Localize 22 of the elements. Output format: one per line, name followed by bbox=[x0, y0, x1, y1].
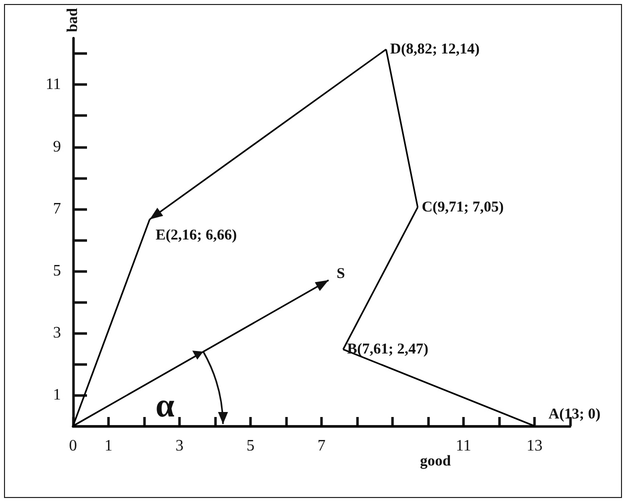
data-label: C(9,71; 7,05) bbox=[422, 199, 504, 216]
x-tick-label: 5 bbox=[246, 438, 254, 454]
x-tick-label: 13 bbox=[526, 438, 542, 454]
x-axis-title: good bbox=[420, 454, 452, 470]
x-tick-label: 7 bbox=[318, 438, 326, 454]
y-tick-label: 7 bbox=[53, 200, 61, 218]
y-tick-label: 11 bbox=[46, 76, 61, 94]
data-label: A(13; 0) bbox=[548, 406, 601, 422]
y-tick-label: 5 bbox=[53, 262, 61, 280]
x-tick-label: 11 bbox=[456, 438, 472, 454]
data-label: B(7,61; 2,47) bbox=[347, 341, 428, 358]
y-axis-title: bad bbox=[65, 7, 81, 32]
data-label: D(8,82; 12,14) bbox=[390, 41, 480, 58]
y-tick-label: 3 bbox=[53, 324, 61, 342]
data-label: S bbox=[336, 266, 345, 282]
x-tick-label: 3 bbox=[176, 438, 184, 454]
y-tick-label: 1 bbox=[53, 386, 61, 404]
annotation: α bbox=[156, 388, 175, 424]
x-tick-label: 1 bbox=[104, 438, 112, 454]
data-label: E(2,16; 6,66) bbox=[156, 227, 237, 244]
x-tick-label: 0 bbox=[69, 438, 77, 454]
y-tick-label: 9 bbox=[53, 138, 61, 156]
